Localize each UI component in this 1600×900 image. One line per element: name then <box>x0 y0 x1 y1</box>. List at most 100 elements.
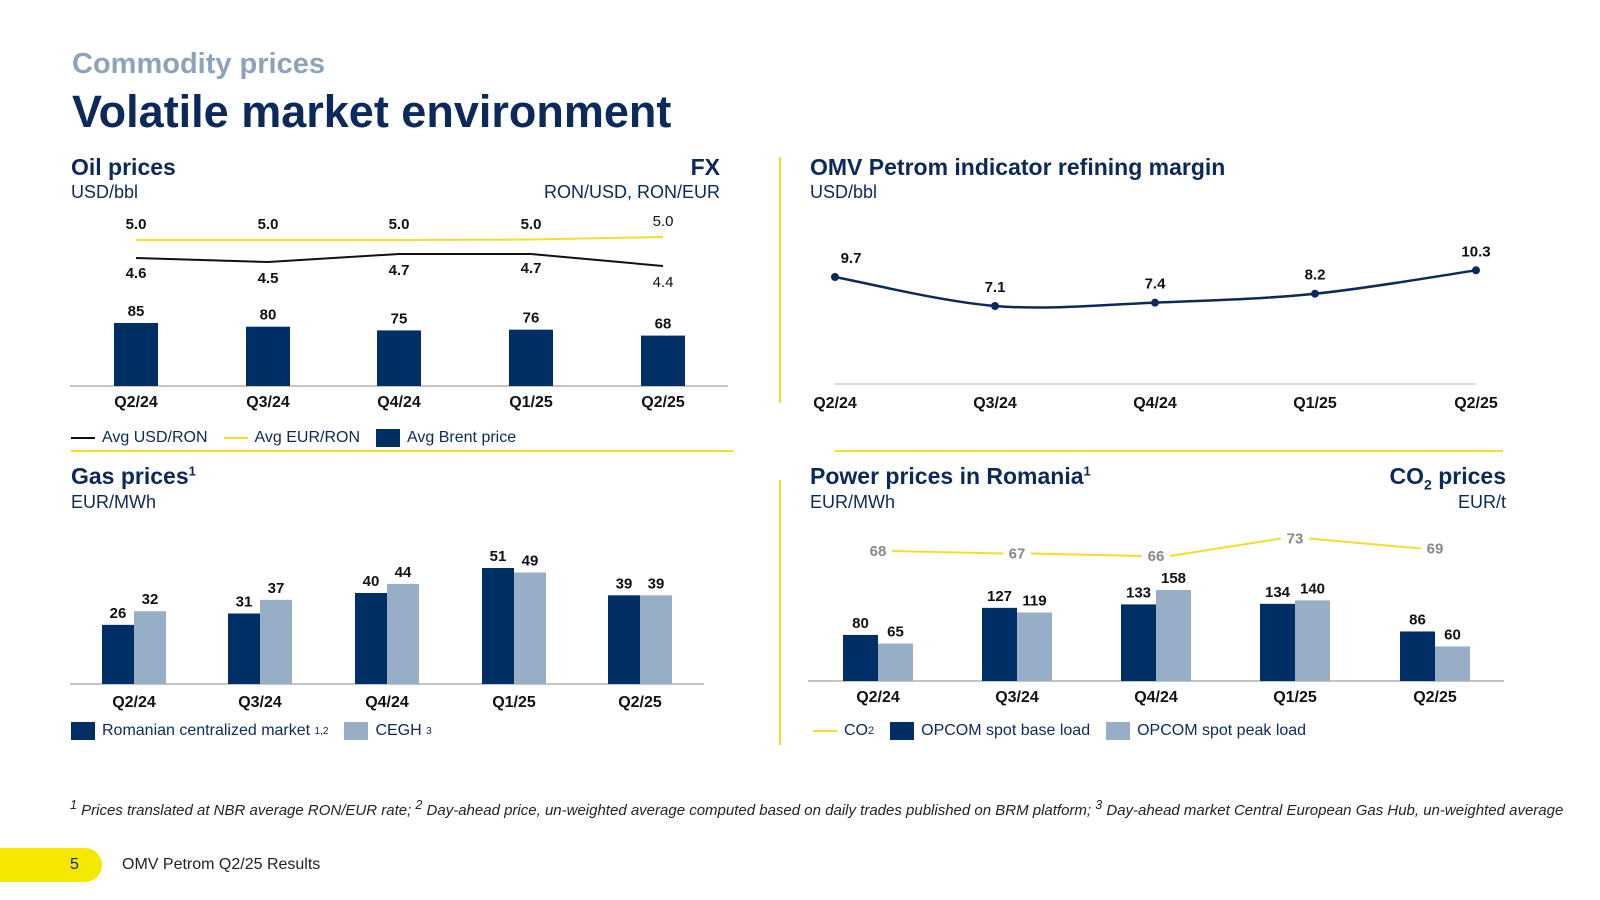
data-label-romanian-market: 31 <box>236 593 253 610</box>
fx-unit: RON/USD, RON/EUR <box>543 182 720 202</box>
point-refining-margin <box>831 273 839 281</box>
data-label-cegh: 49 <box>522 553 539 570</box>
legend-item-base-load: OPCOM spot base load <box>890 722 1090 740</box>
line-co2-segment <box>891 550 1004 555</box>
data-label-usd-ron: 4.6 <box>126 265 147 282</box>
x-tick-label: Q2/24 <box>856 689 900 706</box>
data-label-peak-load: 158 <box>1161 570 1186 587</box>
data-label-cegh: 32 <box>142 591 159 608</box>
point-refining-margin <box>991 301 999 310</box>
bar-brent <box>509 329 553 386</box>
data-label-base-load: 134 <box>1265 584 1291 601</box>
data-label-romanian-market: 26 <box>110 605 127 622</box>
line-co2-segment <box>1169 537 1282 557</box>
gas-legend: Romanian centralized market 1,2 CEGH 3 <box>71 722 448 740</box>
x-tick-label: Q3/24 <box>995 689 1039 706</box>
bar-base-load <box>982 607 1017 681</box>
bar-cegh <box>640 595 672 684</box>
data-label-co2: 67 <box>1009 546 1026 563</box>
data-label-brent: 85 <box>128 303 145 320</box>
data-label-cegh: 37 <box>268 580 285 597</box>
legend-line-yellow <box>813 730 837 732</box>
data-label-peak-load: 65 <box>887 624 904 641</box>
data-label-base-load: 86 <box>1409 611 1426 628</box>
legend-item-usd-ron: Avg USD/RON <box>71 429 208 447</box>
legend-item-romanian-market: Romanian centralized market 1,2 <box>71 722 328 740</box>
point-refining-margin <box>1472 266 1480 275</box>
bar-base-load <box>1260 603 1295 681</box>
bar-romanian-market <box>482 568 514 684</box>
gas-panel-unit: EUR/MWh <box>71 492 156 512</box>
bar-brent <box>377 330 421 386</box>
data-label-refining: 7.4 <box>1145 276 1167 293</box>
divider-horizontal-left <box>71 450 733 452</box>
data-label-eur-ron: 5.0 <box>653 213 674 230</box>
data-label-eur-ron: 5.0 <box>258 216 279 233</box>
oil-panel-unit: USD/bbl <box>71 182 139 202</box>
data-label-refining: 8.2 <box>1305 267 1326 284</box>
bar-romanian-market <box>228 613 260 684</box>
footer-label: OMV Petrom Q2/25 Results <box>122 856 321 873</box>
data-label-cegh: 39 <box>648 575 665 592</box>
bar-brent <box>246 326 290 386</box>
power-panel-title: Power prices in Romania1 <box>810 463 1091 489</box>
legend-item-brent: Avg Brent price <box>376 429 516 447</box>
x-tick-label: Q2/25 <box>1413 689 1457 706</box>
data-label-peak-load: 119 <box>1022 592 1046 609</box>
x-tick-label: Q1/25 <box>1273 689 1317 706</box>
refining-panel-unit: USD/bbl <box>810 182 878 202</box>
bar-peak-load <box>1435 646 1470 681</box>
line-eur-ron <box>136 236 664 241</box>
x-tick-label: Q4/24 <box>1133 395 1177 412</box>
data-label-co2: 66 <box>1148 548 1165 565</box>
data-label-co2: 68 <box>870 543 887 560</box>
page-title: Volatile market environment <box>72 86 672 137</box>
x-tick-label: Q2/24 <box>813 395 857 412</box>
x-tick-label: Q4/24 <box>365 694 409 711</box>
data-label-peak-load: 60 <box>1444 626 1461 643</box>
line-co2-segment <box>1030 552 1143 557</box>
bar-base-load <box>1121 604 1156 681</box>
data-label-co2: 73 <box>1287 531 1304 548</box>
bar-cegh <box>134 611 166 684</box>
legend-swatch-navy <box>376 429 401 447</box>
line-usd-ron <box>135 253 664 267</box>
divider-vertical-bottom <box>779 480 781 745</box>
x-tick-label: Q1/25 <box>1293 395 1337 412</box>
data-label-base-load: 80 <box>852 615 869 632</box>
legend-item-cegh: CEGH 3 <box>344 722 432 740</box>
divider-vertical-top <box>779 157 781 403</box>
data-label-romanian-market: 40 <box>363 573 380 590</box>
legend-swatch-lightblue <box>344 722 369 740</box>
data-label-eur-ron: 5.0 <box>389 216 410 233</box>
gas-panel-title: Gas prices1 <box>71 463 196 489</box>
data-label-refining: 9.7 <box>841 250 862 267</box>
legend-swatch-navy <box>71 722 95 740</box>
oil-legend: Avg USD/RON Avg EUR/RON Avg Brent price <box>71 429 532 447</box>
legend-line-yellow <box>223 437 248 439</box>
bar-romanian-market <box>355 593 387 684</box>
fx-title: FX <box>690 154 720 180</box>
x-tick-label: Q2/24 <box>114 394 158 411</box>
data-label-usd-ron: 4.5 <box>258 270 279 287</box>
legend-swatch-navy <box>890 722 915 740</box>
data-label-base-load: 127 <box>987 588 1012 605</box>
data-label-base-load: 133 <box>1126 584 1151 601</box>
x-tick-label: Q2/24 <box>112 694 156 711</box>
data-label-usd-ron: 4.7 <box>521 260 542 277</box>
refining-chart: 9.7 7.1 7.4 8.2 10.3 Q2/24 Q3/24 Q4/24 Q1/25 Q2/2… <box>813 243 1498 412</box>
footnote: 1 Prices translated at NBR average RON/E… <box>70 798 1564 819</box>
page-number-badge <box>0 848 102 882</box>
power-panel-unit: EUR/MWh <box>810 492 895 512</box>
x-tick-label: Q1/25 <box>509 394 553 411</box>
data-label-usd-ron: 4.4 <box>653 274 674 291</box>
oil-chart: 85 80 75 76 68 5.0 5.0 5.0 5.0 5.0 4.6 4.5 4.7 4.7 4.4… <box>70 213 728 411</box>
data-label-co2: 69 <box>1427 541 1444 558</box>
bar-base-load <box>1400 631 1435 681</box>
data-label-refining: 7.1 <box>985 279 1006 296</box>
co2-title: CO2 prices <box>1389 463 1506 493</box>
data-label-peak-load: 140 <box>1300 580 1325 597</box>
co2-unit: EUR/t <box>1457 492 1506 512</box>
data-label-refining: 10.3 <box>1461 243 1490 260</box>
bar-romanian-market <box>608 595 640 684</box>
